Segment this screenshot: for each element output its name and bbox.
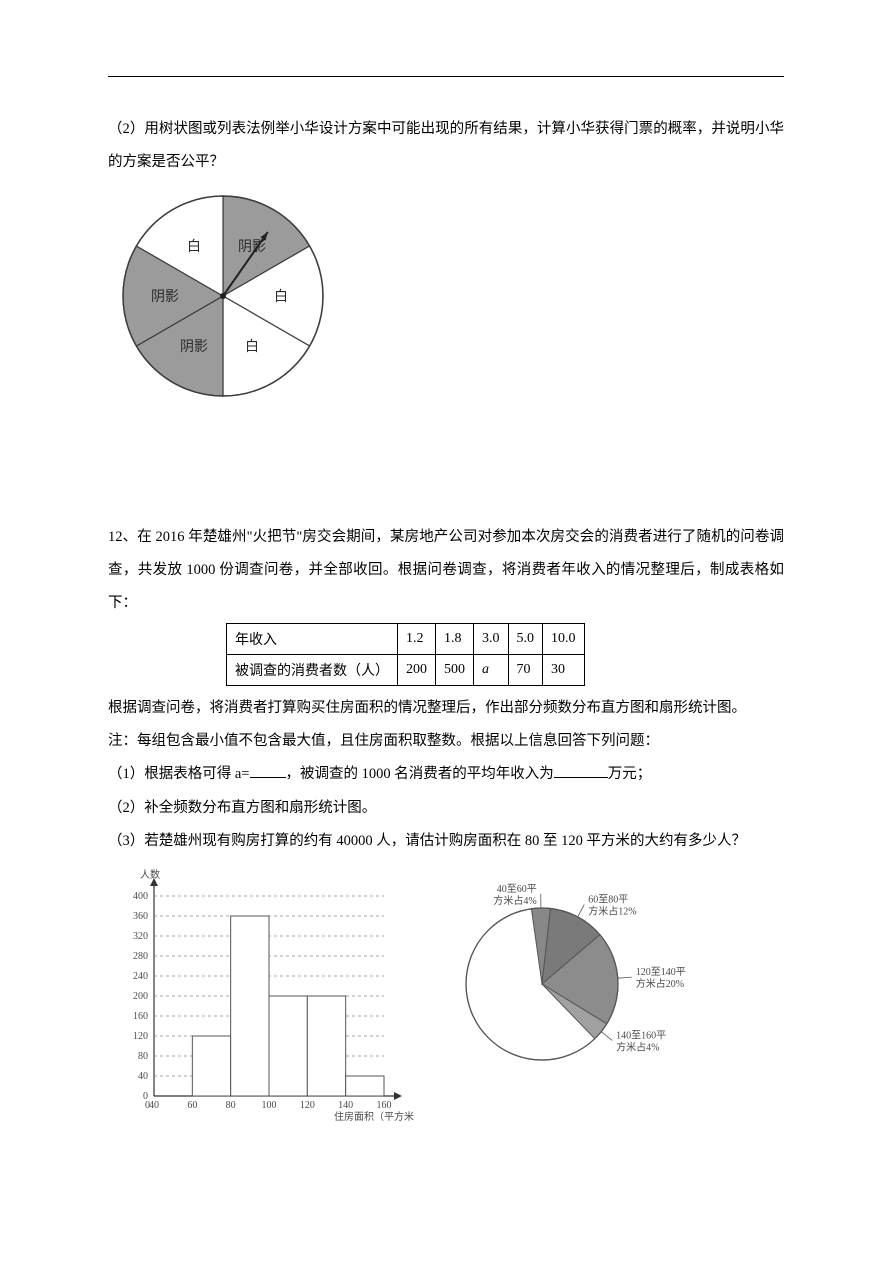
income-val-1: 1.8 [436, 623, 474, 654]
question-12-sub1: （1）根据表格可得 a= ，被调查的 1000 名消费者的平均年收入为 万元； [108, 758, 784, 791]
svg-text:0: 0 [145, 1100, 150, 1111]
svg-text:60至80平: 60至80平 [588, 894, 628, 906]
svg-text:方米占12%: 方米占12% [588, 905, 636, 918]
sub1-c: 万元； [608, 766, 652, 782]
blank-a [250, 764, 286, 778]
table-row: 被调查的消费者数（人） 200 500 a 70 30 [227, 654, 585, 685]
svg-text:240: 240 [133, 971, 148, 982]
svg-text:400: 400 [133, 891, 148, 902]
svg-text:360: 360 [133, 911, 148, 922]
income-val-0: 1.2 [398, 623, 436, 654]
pie-stats-chart: 40至60平方米占4%60至80平方米占12%120至140平方米占20%140… [432, 866, 732, 1106]
svg-text:160: 160 [133, 1011, 148, 1022]
income-val-3: 5.0 [508, 623, 543, 654]
svg-text:140至160平: 140至160平 [616, 1030, 666, 1042]
svg-text:阴影: 阴影 [151, 289, 179, 305]
spinner-pie-svg: 阴影白白阴影阴影白 [108, 188, 338, 408]
income-table: 年收入 1.2 1.8 3.0 5.0 10.0 被调查的消费者数（人） 200… [226, 623, 585, 686]
income-val-4: 10.0 [543, 623, 585, 654]
question-12-intro: 12、在 2016 年楚雄州"火把节"房交会期间，某房地产公司对参加本次房交会的… [108, 521, 784, 621]
count-header: 被调查的消费者数（人） [227, 654, 398, 685]
count-val-2: a [474, 654, 509, 685]
svg-text:40: 40 [149, 1100, 159, 1111]
svg-text:住房面积（平方米）: 住房面积（平方米） [334, 1110, 414, 1123]
svg-text:320: 320 [133, 931, 148, 942]
svg-text:方米占20%: 方米占20% [636, 978, 684, 991]
svg-text:120: 120 [300, 1100, 315, 1111]
sub1-a: （1）根据表格可得 a= [108, 766, 250, 782]
count-val-3: 70 [508, 654, 543, 685]
count-val-4: 30 [543, 654, 585, 685]
svg-text:方米占4%: 方米占4% [493, 894, 536, 907]
count-val-1: 500 [436, 654, 474, 685]
svg-text:40至60平: 40至60平 [497, 883, 537, 895]
question-11-part2: （2）用树状图或列表法例举小华设计方案中可能出现的所有结果，计算小华获得门票的概… [108, 113, 784, 180]
svg-text:阴影: 阴影 [180, 339, 208, 355]
histogram-chart: 0408012016020024028032036040040608010012… [114, 866, 414, 1126]
blank-income [554, 764, 608, 778]
svg-text:白: 白 [187, 238, 201, 254]
svg-text:140: 140 [338, 1100, 353, 1111]
income-header: 年收入 [227, 623, 398, 654]
svg-text:60: 60 [187, 1100, 197, 1111]
count-val-0: 200 [398, 654, 436, 685]
svg-text:白: 白 [274, 289, 288, 305]
question-12-note: 注：每组包含最小值不包含最大值，且住房面积取整数。根据以上信息回答下列问题： [108, 725, 784, 758]
top-horizontal-rule [108, 76, 784, 77]
svg-text:160: 160 [377, 1100, 392, 1111]
svg-text:40: 40 [138, 1071, 148, 1082]
svg-text:120: 120 [133, 1031, 148, 1042]
svg-text:80: 80 [138, 1051, 148, 1062]
question-12-sub3: （3）若楚雄州现有购房打算的约有 40000 人，请估计购房面积在 80 至 1… [108, 825, 784, 858]
svg-text:200: 200 [133, 991, 148, 1002]
svg-text:80: 80 [226, 1100, 236, 1111]
svg-text:100: 100 [262, 1100, 277, 1111]
income-val-2: 3.0 [474, 623, 509, 654]
svg-text:120至140平: 120至140平 [636, 967, 686, 979]
question-12-sub2: （2）补全频数分布直方图和扇形统计图。 [108, 792, 784, 825]
svg-text:白: 白 [245, 339, 259, 355]
svg-text:方米占4%: 方米占4% [616, 1041, 659, 1054]
table-row: 年收入 1.2 1.8 3.0 5.0 10.0 [227, 623, 585, 654]
question-12-after-table: 根据调查问卷，将消费者打算购买住房面积的情况整理后，作出部分频数分布直方图和扇形… [108, 692, 784, 725]
svg-text:280: 280 [133, 951, 148, 962]
sub1-b: ，被调查的 1000 名消费者的平均年收入为 [286, 766, 554, 782]
svg-text:人数: 人数 [140, 868, 160, 881]
spinner-pie-chart: 阴影白白阴影阴影白 [108, 188, 784, 413]
